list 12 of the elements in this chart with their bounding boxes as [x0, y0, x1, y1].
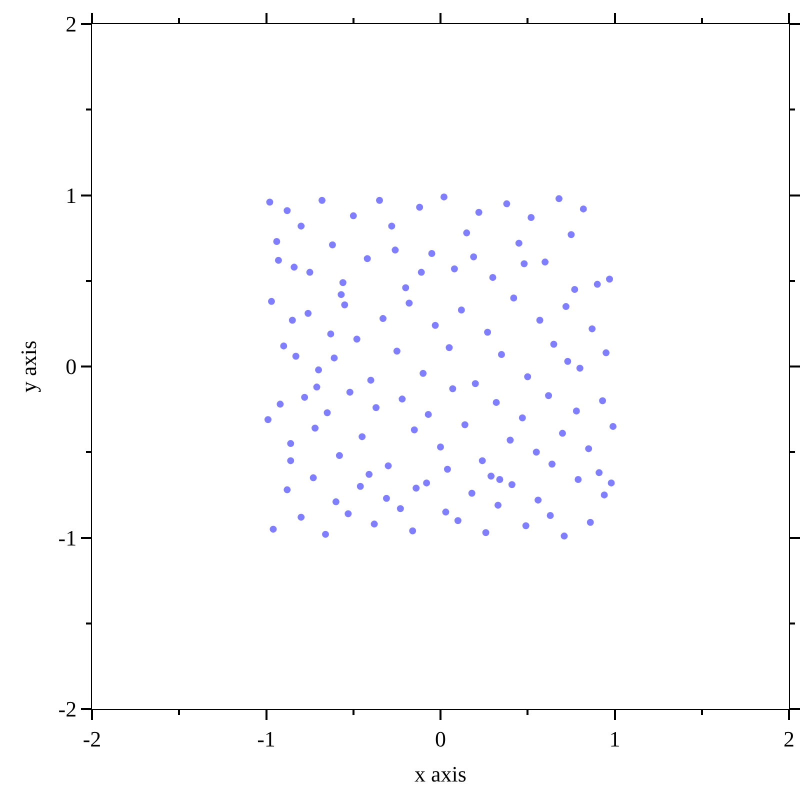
y-tick-label: 2: [66, 12, 77, 37]
x-tick-label: 1: [609, 726, 620, 752]
y-tick-label: 1: [66, 182, 77, 208]
x-tick-label: -2: [82, 726, 102, 752]
x-tick-label: 0: [435, 726, 446, 752]
y-tick-label: -2: [58, 696, 77, 722]
x-tick-label: -1: [257, 726, 276, 752]
x-axis-title: x axis: [414, 761, 466, 786]
y-tick-label: 0: [66, 354, 77, 380]
y-tick-label: -1: [58, 525, 77, 550]
x-tick-label: 2: [784, 726, 794, 752]
y-axis-title: y axis: [16, 340, 42, 392]
